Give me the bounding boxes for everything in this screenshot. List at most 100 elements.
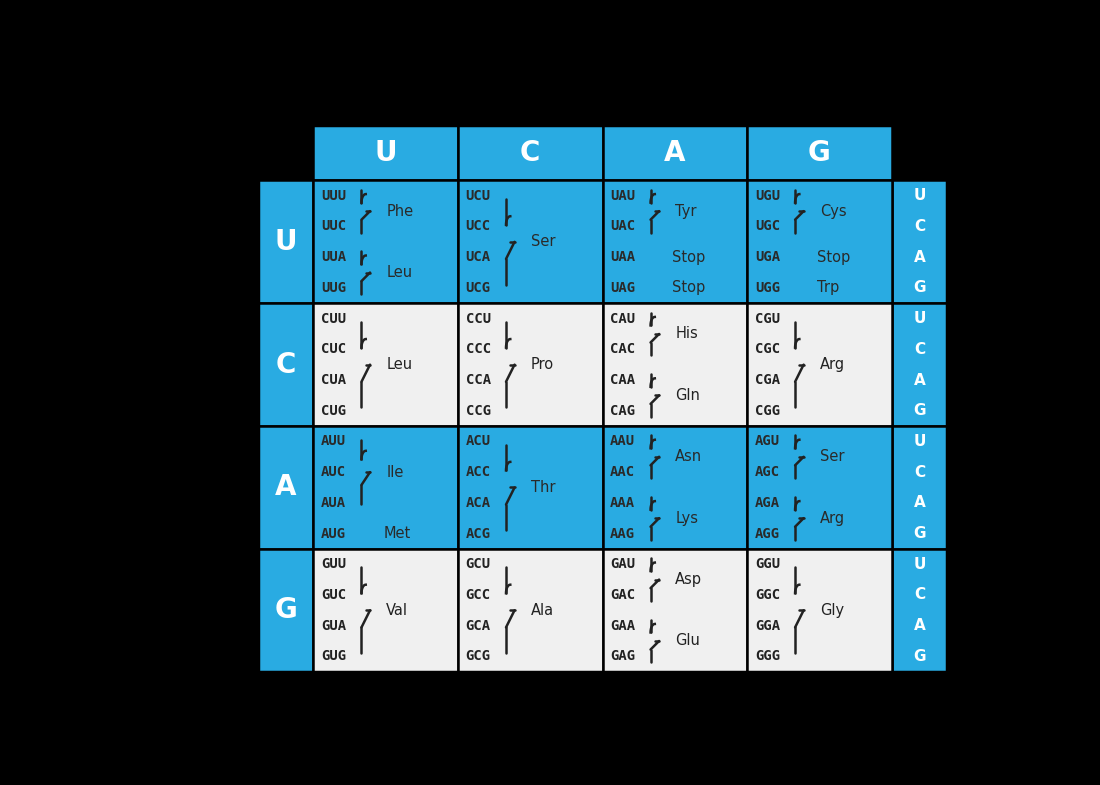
Text: Tyr: Tyr bbox=[675, 203, 697, 219]
Text: ACA: ACA bbox=[465, 496, 491, 509]
Bar bbox=[458, 181, 603, 303]
Text: Cys: Cys bbox=[820, 203, 847, 219]
Text: CAC: CAC bbox=[610, 342, 636, 356]
Text: GUC: GUC bbox=[321, 588, 346, 602]
Text: Gln: Gln bbox=[675, 388, 701, 403]
Text: GCC: GCC bbox=[465, 588, 491, 602]
Text: AAA: AAA bbox=[610, 496, 636, 509]
Text: Asp: Asp bbox=[675, 572, 703, 587]
Text: UGA: UGA bbox=[755, 250, 780, 265]
Bar bbox=[603, 125, 747, 181]
Text: Pro: Pro bbox=[531, 357, 554, 372]
Text: UAU: UAU bbox=[610, 188, 636, 203]
Text: Ser: Ser bbox=[820, 449, 845, 464]
Text: Thr: Thr bbox=[531, 480, 556, 495]
Text: G: G bbox=[913, 649, 926, 664]
Bar bbox=[892, 549, 947, 672]
Bar bbox=[314, 549, 458, 672]
Text: C: C bbox=[914, 587, 925, 602]
Text: UCA: UCA bbox=[465, 250, 491, 265]
Text: Asn: Asn bbox=[675, 449, 703, 464]
Text: GAU: GAU bbox=[610, 557, 636, 571]
Bar bbox=[747, 426, 892, 549]
Text: UAG: UAG bbox=[610, 281, 636, 295]
Text: AUC: AUC bbox=[321, 466, 346, 479]
Text: GGG: GGG bbox=[755, 649, 780, 663]
Text: AGG: AGG bbox=[755, 527, 780, 541]
Text: AAU: AAU bbox=[610, 434, 636, 448]
Text: GAA: GAA bbox=[610, 619, 636, 633]
Text: GUA: GUA bbox=[321, 619, 346, 633]
Text: C: C bbox=[275, 351, 296, 378]
Text: Leu: Leu bbox=[386, 357, 412, 372]
Text: AAG: AAG bbox=[610, 527, 636, 541]
Text: Val: Val bbox=[386, 603, 408, 618]
Text: G: G bbox=[807, 139, 830, 166]
Text: CGU: CGU bbox=[755, 312, 780, 326]
Bar bbox=[314, 426, 458, 549]
Bar bbox=[747, 303, 892, 426]
Bar bbox=[314, 125, 458, 181]
Text: A: A bbox=[914, 618, 925, 633]
Text: UUA: UUA bbox=[321, 250, 346, 265]
Text: G: G bbox=[274, 597, 297, 624]
Text: U: U bbox=[913, 311, 926, 326]
Bar bbox=[257, 125, 947, 672]
Text: GAG: GAG bbox=[610, 649, 636, 663]
Text: AAC: AAC bbox=[610, 466, 636, 479]
Bar bbox=[603, 549, 747, 672]
Text: A: A bbox=[914, 250, 925, 265]
Text: A: A bbox=[664, 139, 685, 166]
Text: UCU: UCU bbox=[465, 188, 491, 203]
Text: Stop: Stop bbox=[672, 250, 705, 265]
Polygon shape bbox=[403, 491, 803, 645]
Text: GGA: GGA bbox=[755, 619, 780, 633]
Text: A: A bbox=[914, 373, 925, 388]
Text: UGC: UGC bbox=[755, 220, 780, 233]
Bar bbox=[747, 125, 892, 181]
Bar bbox=[747, 181, 892, 303]
Text: UCC: UCC bbox=[465, 220, 491, 233]
Text: A: A bbox=[275, 473, 296, 502]
Text: G: G bbox=[913, 280, 926, 295]
Text: CCC: CCC bbox=[465, 342, 491, 356]
Text: UUC: UUC bbox=[321, 220, 346, 233]
Bar bbox=[257, 426, 314, 549]
Text: GGU: GGU bbox=[755, 557, 780, 571]
Bar bbox=[257, 181, 314, 303]
Text: Ser: Ser bbox=[531, 235, 556, 250]
Text: GGC: GGC bbox=[755, 588, 780, 602]
Text: GCA: GCA bbox=[465, 619, 491, 633]
Text: Stop: Stop bbox=[817, 250, 850, 265]
Text: C: C bbox=[520, 139, 540, 166]
Text: ACG: ACG bbox=[465, 527, 491, 541]
Text: CAU: CAU bbox=[610, 312, 636, 326]
Bar bbox=[603, 303, 747, 426]
Text: UAA: UAA bbox=[610, 250, 636, 265]
Text: U: U bbox=[274, 228, 297, 256]
Text: Leu: Leu bbox=[386, 265, 412, 280]
Text: Met: Met bbox=[383, 526, 410, 541]
Text: Glu: Glu bbox=[675, 633, 701, 648]
Text: CCG: CCG bbox=[465, 403, 491, 418]
Text: UAC: UAC bbox=[610, 220, 636, 233]
Bar bbox=[603, 426, 747, 549]
Text: G: G bbox=[913, 526, 926, 541]
Bar bbox=[458, 549, 603, 672]
Bar bbox=[458, 125, 603, 181]
Text: U: U bbox=[913, 188, 926, 203]
Text: CUA: CUA bbox=[321, 373, 346, 387]
Bar bbox=[257, 303, 314, 426]
Text: U: U bbox=[913, 557, 926, 571]
Text: U: U bbox=[913, 434, 926, 449]
Text: Trp: Trp bbox=[817, 280, 839, 295]
Text: Ile: Ile bbox=[386, 465, 404, 480]
Text: GAC: GAC bbox=[610, 588, 636, 602]
Bar bbox=[314, 181, 458, 303]
Text: AGC: AGC bbox=[755, 466, 780, 479]
Text: Gly: Gly bbox=[820, 603, 844, 618]
Text: His: His bbox=[675, 327, 698, 341]
Text: C: C bbox=[914, 341, 925, 357]
Text: CUG: CUG bbox=[321, 403, 346, 418]
Text: ACU: ACU bbox=[465, 434, 491, 448]
